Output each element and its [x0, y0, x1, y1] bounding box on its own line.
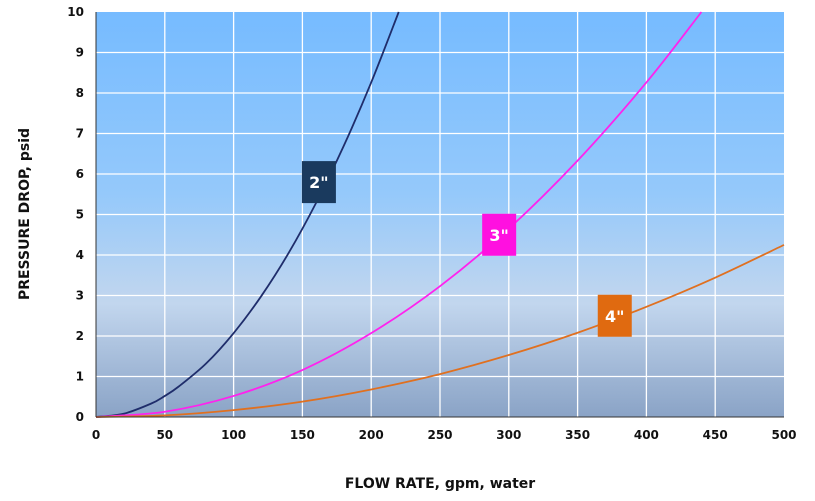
series-layer — [95, 11, 785, 418]
y-tick-label: 0 — [76, 410, 84, 424]
x-tick-label: 200 — [359, 428, 384, 442]
series-line-4-inch — [95, 244, 785, 418]
y-tick-label: 5 — [76, 208, 84, 222]
y-tick-label: 6 — [76, 167, 84, 181]
x-tick-label: 450 — [703, 428, 728, 442]
series-labels: 2" 3" 4" — [301, 161, 632, 337]
x-tick-label: 500 — [771, 428, 796, 442]
x-tick-label: 400 — [634, 428, 659, 442]
y-tick-label: 3 — [76, 289, 84, 303]
y-tick-label: 4 — [76, 248, 84, 262]
series-label-box — [482, 213, 517, 256]
series-line-3-inch — [95, 11, 703, 418]
series-label-4-inch: 4" — [597, 294, 632, 337]
series-label-box — [301, 161, 336, 204]
x-tick-label: 0 — [92, 428, 100, 442]
series-label-text: 4" — [605, 307, 624, 326]
y-tick-label: 8 — [76, 86, 84, 100]
x-tick-label: 100 — [221, 428, 246, 442]
x-tick-label: 150 — [290, 428, 315, 442]
x-tick-label: 350 — [565, 428, 590, 442]
grid-lines — [96, 12, 784, 417]
series-label-3-inch: 3" — [482, 213, 517, 256]
y-tick-label: 10 — [67, 5, 84, 19]
series-label-text: 2" — [309, 173, 328, 192]
x-tick-label: 250 — [427, 428, 452, 442]
series-label-2-inch: 2" — [301, 161, 336, 204]
series-line-2-inch — [95, 11, 400, 418]
y-axis-title: PRESSURE DROP, psid — [17, 128, 33, 300]
y-tick-label: 9 — [76, 46, 84, 60]
series-label-text: 3" — [489, 226, 508, 245]
x-tick-labels: 0 50 100 150 200 250 300 350 400 450 500 — [92, 428, 797, 442]
x-tick-label: 50 — [156, 428, 173, 442]
x-tick-label: 300 — [496, 428, 521, 442]
x-axis-title: FLOW RATE, gpm, water — [345, 476, 535, 492]
y-tick-label: 7 — [76, 127, 84, 141]
y-tick-labels: 0 1 2 3 4 5 6 7 8 9 10 — [67, 5, 84, 424]
y-tick-label: 2 — [76, 329, 84, 343]
series-label-box — [597, 294, 632, 337]
y-tick-label: 1 — [76, 370, 84, 384]
axes — [95, 12, 784, 418]
